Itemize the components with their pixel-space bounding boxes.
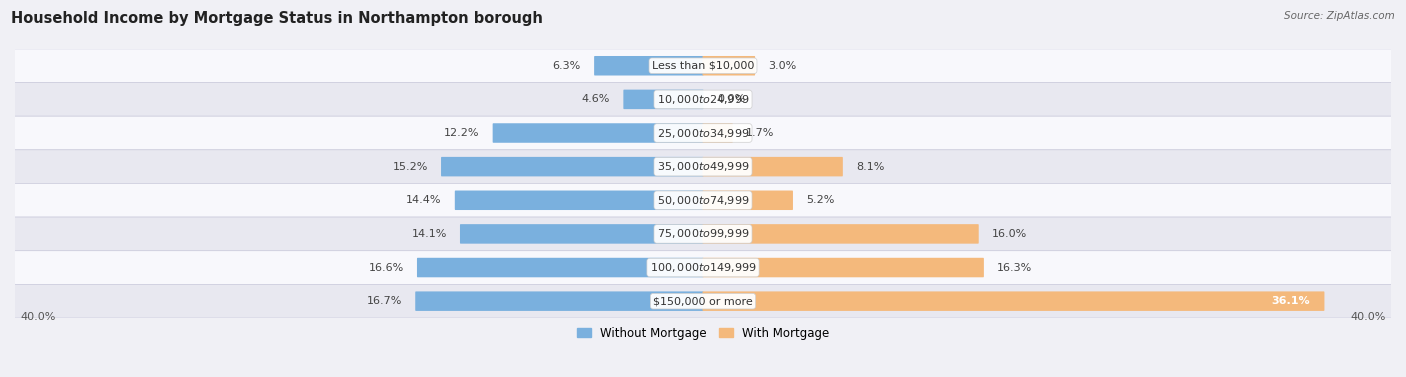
FancyBboxPatch shape	[14, 150, 1392, 184]
FancyBboxPatch shape	[703, 291, 1324, 311]
Text: 16.6%: 16.6%	[368, 262, 404, 273]
Text: Less than $10,000: Less than $10,000	[652, 61, 754, 71]
FancyBboxPatch shape	[14, 284, 1392, 318]
Text: 4.6%: 4.6%	[582, 94, 610, 104]
FancyBboxPatch shape	[415, 291, 703, 311]
Text: 14.1%: 14.1%	[412, 229, 447, 239]
Legend: Without Mortgage, With Mortgage: Without Mortgage, With Mortgage	[572, 322, 834, 344]
Text: $10,000 to $24,999: $10,000 to $24,999	[657, 93, 749, 106]
FancyBboxPatch shape	[703, 123, 733, 143]
Text: 40.0%: 40.0%	[20, 312, 55, 322]
Text: $25,000 to $34,999: $25,000 to $34,999	[657, 127, 749, 139]
FancyBboxPatch shape	[14, 116, 1392, 150]
FancyBboxPatch shape	[703, 56, 755, 75]
FancyBboxPatch shape	[595, 56, 703, 75]
Text: 8.1%: 8.1%	[856, 162, 884, 172]
FancyBboxPatch shape	[14, 184, 1392, 217]
FancyBboxPatch shape	[703, 157, 842, 176]
Text: $50,000 to $74,999: $50,000 to $74,999	[657, 194, 749, 207]
FancyBboxPatch shape	[14, 217, 1392, 251]
Text: 40.0%: 40.0%	[1351, 312, 1386, 322]
FancyBboxPatch shape	[703, 190, 793, 210]
Text: 16.3%: 16.3%	[997, 262, 1032, 273]
FancyBboxPatch shape	[460, 224, 703, 244]
Text: $35,000 to $49,999: $35,000 to $49,999	[657, 160, 749, 173]
Text: Source: ZipAtlas.com: Source: ZipAtlas.com	[1284, 11, 1395, 21]
Text: 14.4%: 14.4%	[406, 195, 441, 205]
FancyBboxPatch shape	[441, 157, 703, 176]
FancyBboxPatch shape	[454, 190, 703, 210]
Text: $150,000 or more: $150,000 or more	[654, 296, 752, 306]
Text: 16.0%: 16.0%	[993, 229, 1028, 239]
Text: Household Income by Mortgage Status in Northampton borough: Household Income by Mortgage Status in N…	[11, 11, 543, 26]
FancyBboxPatch shape	[14, 83, 1392, 116]
Text: $100,000 to $149,999: $100,000 to $149,999	[650, 261, 756, 274]
Text: 1.7%: 1.7%	[747, 128, 775, 138]
Text: 12.2%: 12.2%	[444, 128, 479, 138]
Text: 6.3%: 6.3%	[553, 61, 581, 71]
FancyBboxPatch shape	[492, 123, 703, 143]
FancyBboxPatch shape	[14, 251, 1392, 284]
FancyBboxPatch shape	[14, 49, 1392, 83]
Text: 5.2%: 5.2%	[806, 195, 835, 205]
Text: 36.1%: 36.1%	[1271, 296, 1310, 306]
Text: 3.0%: 3.0%	[768, 61, 797, 71]
FancyBboxPatch shape	[703, 258, 984, 277]
FancyBboxPatch shape	[703, 224, 979, 244]
Text: 15.2%: 15.2%	[392, 162, 427, 172]
Text: 0.0%: 0.0%	[717, 94, 745, 104]
Text: $75,000 to $99,999: $75,000 to $99,999	[657, 227, 749, 241]
FancyBboxPatch shape	[418, 258, 703, 277]
FancyBboxPatch shape	[623, 90, 703, 109]
Text: 16.7%: 16.7%	[367, 296, 402, 306]
